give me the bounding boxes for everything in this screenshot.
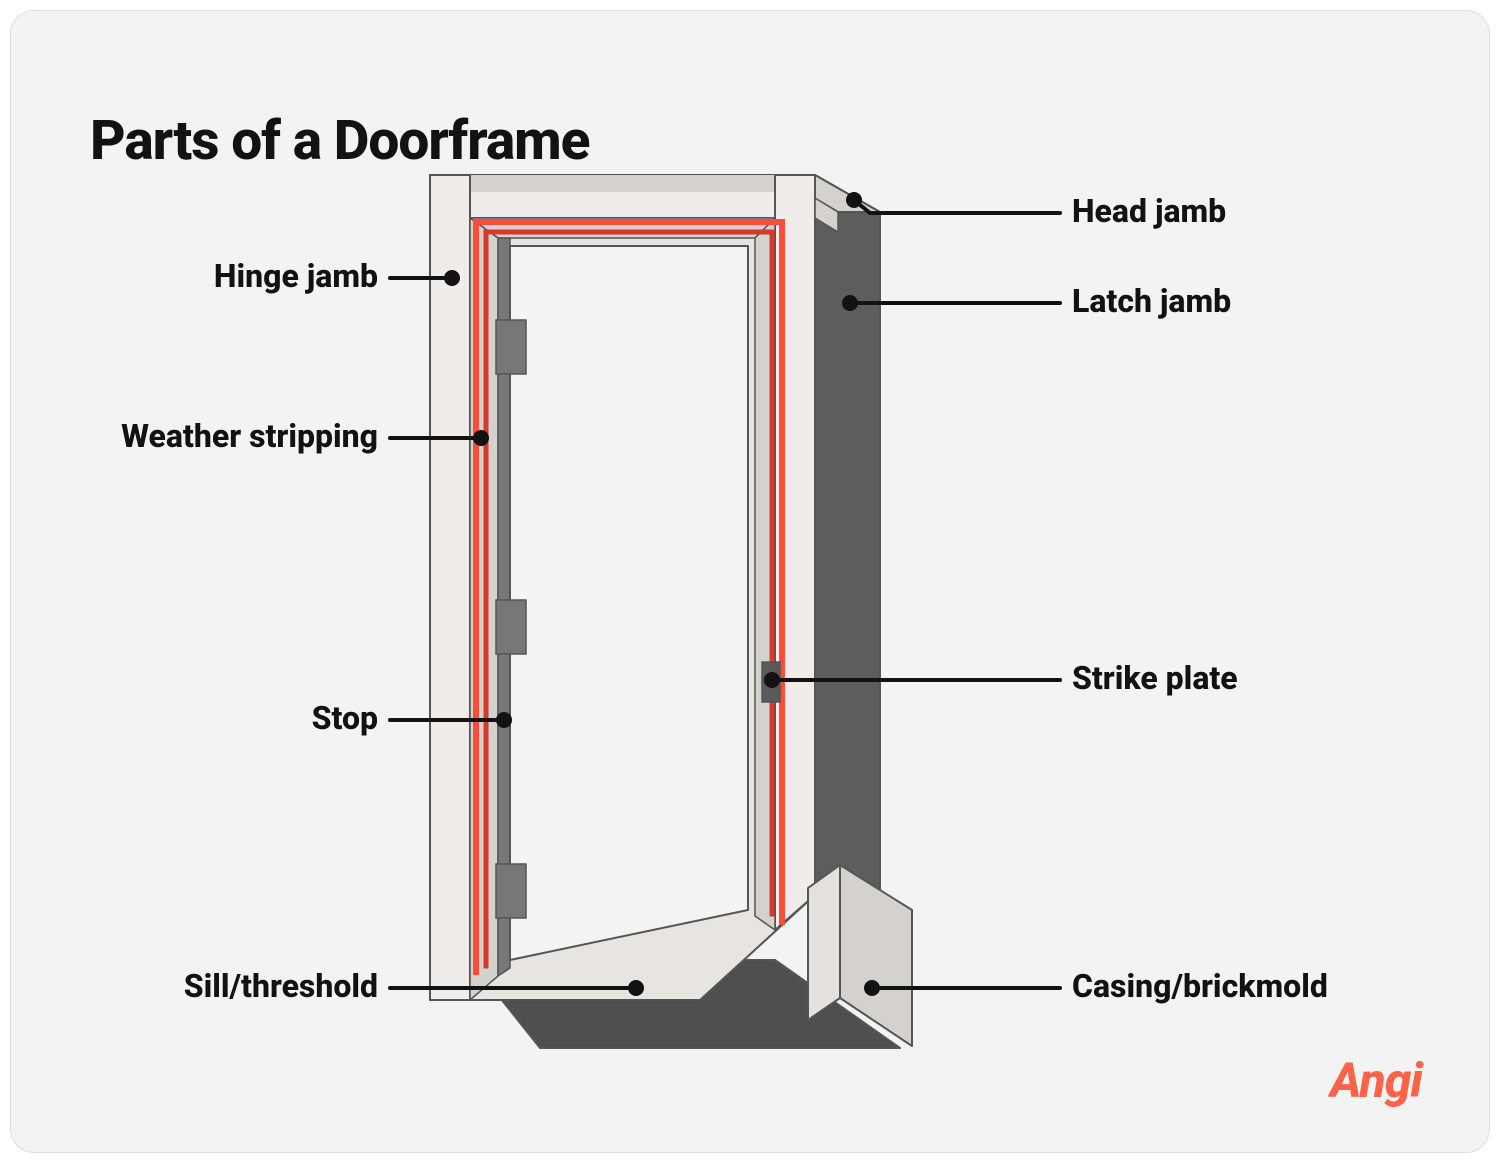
label-strike-plate: Strike plate [1072, 659, 1238, 697]
label-casing-brickmold: Casing/brickmold [1072, 967, 1328, 1005]
label-stop: Stop [312, 699, 378, 737]
doorframe-illustration [430, 175, 912, 1048]
label-sill-threshold: Sill/threshold [184, 967, 378, 1005]
label-weather-strip: Weather stripping [121, 417, 378, 455]
leader-head-jamb [854, 200, 1060, 213]
label-hinge-jamb: Hinge jamb [214, 257, 378, 295]
infographic-stage: Parts of a Doorframe Head jambLatch jamb… [0, 0, 1500, 1163]
label-latch-jamb: Latch jamb [1072, 282, 1231, 320]
label-head-jamb: Head jamb [1072, 192, 1226, 230]
brand-logo: Angi [1330, 1052, 1422, 1109]
